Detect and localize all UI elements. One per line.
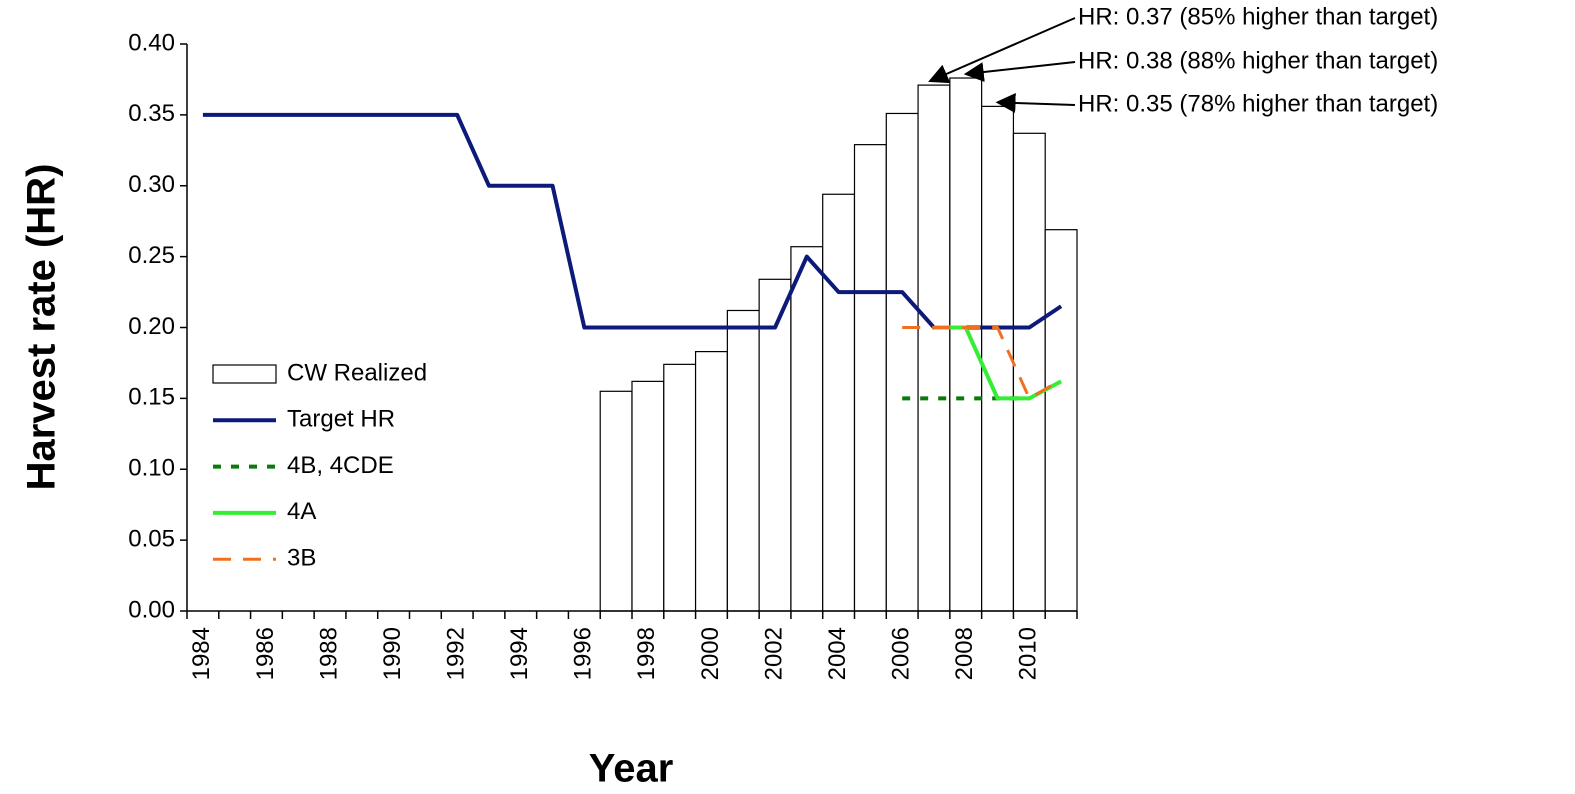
legend-swatch xyxy=(212,364,277,384)
y-tick-label: 0.15 xyxy=(128,384,175,411)
x-tick-label: 2010 xyxy=(1015,627,1042,680)
x-tick-label: 2006 xyxy=(888,627,915,680)
legend-label: 3B xyxy=(287,545,316,572)
bar xyxy=(917,84,951,612)
x-tick-label: 1990 xyxy=(379,627,406,680)
bar xyxy=(981,105,1015,612)
bar xyxy=(790,246,824,612)
bar xyxy=(885,112,919,612)
bar xyxy=(694,350,728,612)
legend-label: 4A xyxy=(287,498,316,525)
y-tick-label: 0.00 xyxy=(128,596,175,623)
bar xyxy=(1044,229,1078,612)
x-tick-label: 2008 xyxy=(951,627,978,680)
x-tick-label: 1994 xyxy=(506,627,533,680)
y-tick-label: 0.40 xyxy=(128,29,175,56)
bar xyxy=(726,309,760,612)
x-tick-label: 2004 xyxy=(824,627,851,680)
annotation-arrow xyxy=(995,92,1076,113)
bar xyxy=(949,77,983,612)
x-tick-label: 1986 xyxy=(252,627,279,680)
bar xyxy=(599,390,633,612)
y-tick-label: 0.20 xyxy=(128,313,175,340)
legend-label: CW Realized xyxy=(287,359,427,386)
legend-label: Target HR xyxy=(287,406,395,433)
x-tick-label: 1984 xyxy=(188,627,215,680)
annotation: HR: 0.38 (88% higher than target) xyxy=(1078,47,1438,74)
y-tick-label: 0.35 xyxy=(128,100,175,127)
bar xyxy=(853,144,887,612)
x-axis-title: Year xyxy=(589,747,674,791)
annotation-arrow xyxy=(963,61,1076,82)
y-tick-label: 0.05 xyxy=(128,525,175,552)
x-tick-label: 1988 xyxy=(315,627,342,680)
y-tick-label: 0.10 xyxy=(128,455,175,482)
annotation: HR: 0.35 (78% higher than target) xyxy=(1078,90,1438,117)
x-tick-label: 2002 xyxy=(760,627,787,680)
annotation-arrow xyxy=(928,17,1076,84)
legend-label: 4B, 4CDE xyxy=(287,452,394,479)
x-tick-label: 1996 xyxy=(570,627,597,680)
y-axis-title: Harvest rate (HR) xyxy=(20,164,64,491)
bar xyxy=(1012,132,1046,612)
y-tick-label: 0.25 xyxy=(128,242,175,269)
y-tick-label: 0.30 xyxy=(128,171,175,198)
line-series xyxy=(202,112,1063,330)
bar xyxy=(822,193,856,612)
bar xyxy=(663,363,697,612)
bar xyxy=(758,278,792,612)
annotation: HR: 0.37 (85% higher than target) xyxy=(1078,3,1438,30)
bar xyxy=(631,380,665,612)
x-tick-label: 1998 xyxy=(633,627,660,680)
x-tick-label: 2000 xyxy=(697,627,724,680)
x-tick-label: 1992 xyxy=(443,627,470,680)
